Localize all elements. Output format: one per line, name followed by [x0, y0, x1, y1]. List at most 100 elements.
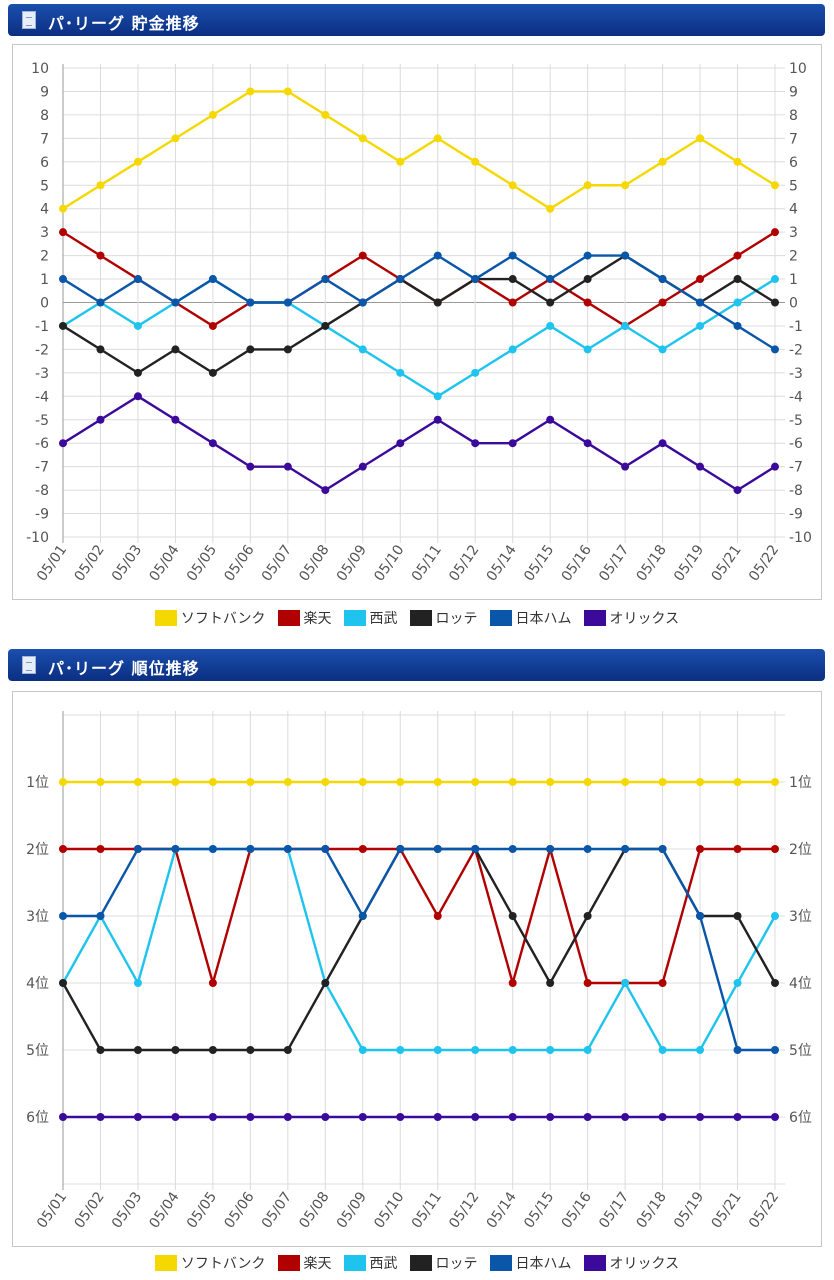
legend-swatch: [277, 1255, 300, 1271]
series-line: [62, 254, 776, 375]
legend-item[interactable]: ロッテ: [409, 1253, 478, 1273]
legend-label: ロッテ: [435, 611, 478, 627]
data-point: [733, 275, 742, 284]
data-point: [733, 298, 742, 307]
data-point: [771, 912, 779, 920]
y-tick-label-right: -6: [789, 436, 803, 452]
data-point: [59, 778, 67, 786]
x-tick-label: 05/19: [671, 1189, 707, 1231]
legend-item[interactable]: 楽天: [277, 608, 332, 628]
x-tick-label: 05/22: [746, 542, 782, 584]
legend-item[interactable]: 西武: [343, 1253, 398, 1273]
data-point: [696, 1046, 705, 1054]
data-point: [208, 778, 217, 786]
chart-panel-savings: 10 10 9 9 8 8 7 7 6 6 5 5 4 4 3 3 2 2 1 1 0 0 -1 -1 -2 -2 -3 -3 -4 -4…: [12, 44, 822, 600]
legend-swatch: [583, 1255, 606, 1271]
data-point: [696, 778, 705, 786]
x-tick-label: 05/17: [596, 542, 632, 584]
x-tick-label: 05/14: [484, 1189, 520, 1231]
y-tick-label-left: -3: [35, 366, 49, 382]
x-tick-label: 05/09: [334, 542, 370, 584]
y-tick-label-left: 3: [40, 225, 49, 241]
data-point: [508, 912, 517, 920]
data-point: [508, 979, 517, 987]
y-tick-label-right: 2: [789, 249, 798, 265]
data-point: [321, 979, 330, 987]
data-point: [96, 251, 105, 260]
y-tick-label-right: 2位: [789, 842, 812, 858]
legend-label: 西武: [369, 611, 398, 627]
data-point: [396, 1046, 405, 1054]
data-point: [96, 298, 105, 307]
data-point: [59, 845, 67, 853]
legend-label: 日本ハム: [515, 1256, 572, 1272]
legend-item[interactable]: ロッテ: [409, 608, 478, 628]
legend-label: 日本ハム: [515, 611, 572, 627]
y-tick-label-right: -10: [789, 530, 812, 546]
data-point: [433, 392, 442, 401]
x-tick-label: 05/02: [71, 542, 107, 584]
x-tick-label: 05/11: [409, 1189, 445, 1231]
data-point: [696, 845, 705, 853]
x-tick-label: 05/04: [146, 542, 182, 584]
data-point: [358, 298, 367, 307]
y-tick-label-left: 4位: [26, 976, 49, 992]
y-tick-label-right: 3位: [789, 909, 812, 925]
legend-swatch: [583, 610, 606, 626]
legend-item[interactable]: 西武: [343, 608, 398, 628]
legend-item[interactable]: ソフトバンク: [154, 1253, 266, 1273]
data-point: [208, 1113, 217, 1121]
data-point: [171, 134, 180, 143]
data-point: [358, 912, 367, 920]
series-line: [63, 847, 775, 985]
data-point: [208, 1046, 217, 1054]
data-point: [358, 845, 367, 853]
y-tick-label-left: -1: [35, 319, 49, 335]
legend-item[interactable]: オリックス: [583, 1253, 679, 1273]
x-tick-label: 05/21: [709, 542, 745, 584]
legend-item[interactable]: オリックス: [583, 608, 680, 628]
data-point: [621, 251, 630, 260]
data-point: [283, 345, 292, 354]
y-tick-label-left: -7: [35, 460, 49, 476]
y-tick-label-left: 4: [40, 202, 49, 218]
legend-swatch: [154, 610, 177, 626]
series-4: [59, 845, 779, 1054]
x-tick-label: 05/01: [34, 1189, 70, 1231]
data-point: [583, 298, 592, 307]
legend-item[interactable]: ソフトバンク: [154, 608, 266, 628]
data-point: [59, 228, 67, 237]
legend-label: オリックス: [609, 611, 680, 627]
y-tick-label-left: 0: [40, 296, 49, 312]
series-4: [59, 251, 779, 354]
data-point: [396, 368, 405, 377]
data-point: [583, 275, 592, 284]
data-point: [696, 275, 705, 284]
legend-swatch: [343, 610, 366, 626]
series-0: [59, 778, 779, 786]
data-point: [171, 845, 180, 853]
data-point: [96, 1046, 105, 1054]
x-tick-label: 05/17: [596, 1189, 632, 1231]
data-point: [96, 845, 105, 853]
series-line: [61, 847, 777, 1052]
legend-item[interactable]: 日本ハム: [489, 1253, 572, 1273]
legend-item[interactable]: 日本ハム: [489, 608, 572, 628]
data-point: [546, 778, 555, 786]
y-tick-label-right: -2: [789, 342, 803, 358]
y-tick-label-right: -5: [789, 413, 803, 429]
data-point: [471, 157, 480, 166]
data-point: [283, 87, 292, 96]
data-point: [658, 275, 667, 284]
data-point: [658, 845, 667, 853]
y-tick-label-left: 2位: [26, 842, 49, 858]
legend-item[interactable]: 楽天: [277, 1253, 332, 1273]
x-tick-label: 05/18: [634, 1189, 670, 1231]
data-point: [508, 275, 517, 284]
data-point: [208, 979, 217, 987]
series-line: [62, 254, 776, 351]
data-point: [133, 157, 142, 166]
data-point: [621, 181, 630, 190]
series-2: [59, 275, 779, 401]
data-point: [96, 415, 105, 424]
